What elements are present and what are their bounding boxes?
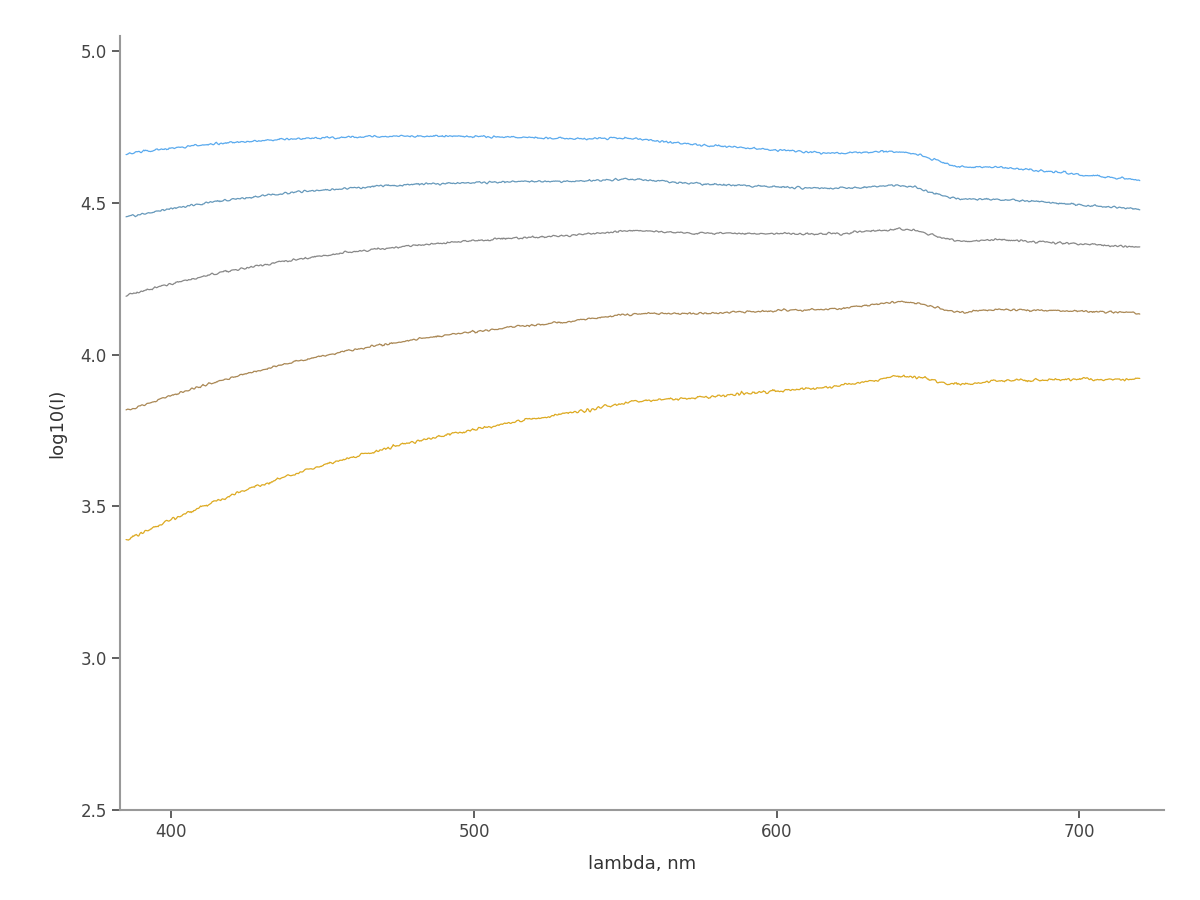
X-axis label: lambda, nm: lambda, nm xyxy=(588,855,696,873)
Y-axis label: log10(I): log10(I) xyxy=(48,388,66,458)
